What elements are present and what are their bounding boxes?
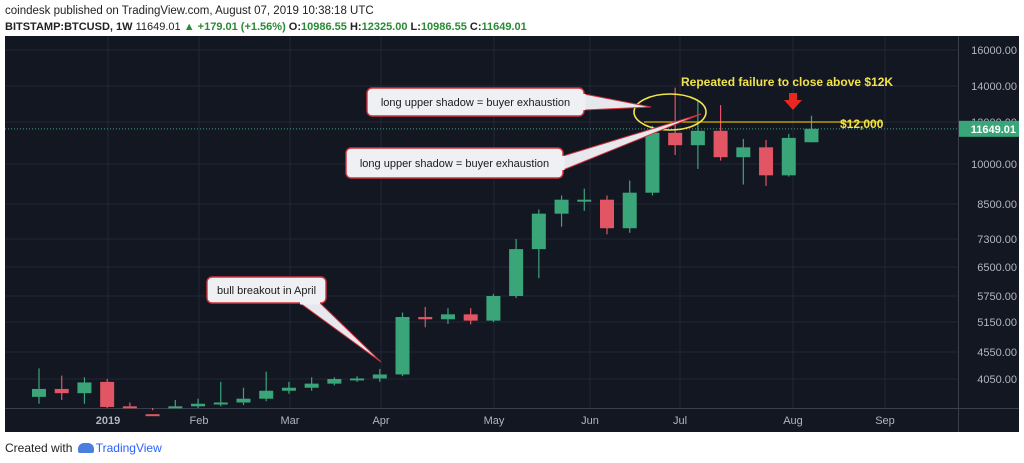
y-tick-label: 7300.00: [977, 234, 1017, 246]
last-price: 11649.01: [135, 21, 181, 33]
y-tick-label: 5150.00: [977, 317, 1017, 329]
candle-body: [236, 398, 251, 403]
time-axis-background: [5, 408, 1019, 432]
callout-breakout-box: [206, 276, 327, 304]
x-tick-label: May: [484, 415, 505, 427]
y-tick-label: 4050.00: [977, 374, 1017, 386]
y-tick-label: 14000.00: [971, 81, 1017, 93]
candle-body: [440, 314, 455, 320]
candle-body: [759, 147, 774, 176]
candle-body: [122, 406, 137, 409]
high-label: H:: [349, 21, 362, 33]
candle-body: [191, 403, 206, 407]
published-text: published on TradingView.com, August 07,…: [53, 5, 374, 17]
candle-body: [736, 147, 751, 158]
candle-body: [600, 199, 614, 229]
x-tick-label: Jun: [581, 415, 599, 427]
candle-body: [304, 383, 319, 388]
candle-body: [213, 402, 228, 405]
open-label: O:: [288, 21, 302, 33]
ohlc-row: BITSTAMP:BTCUSD, 1W 11649.01 ▲ +179.01 (…: [5, 20, 527, 35]
candle-body: [32, 388, 46, 397]
x-tick-label: 2019: [96, 415, 120, 427]
x-tick-label: Apr: [372, 415, 389, 427]
open-value: 10986.55: [301, 21, 347, 33]
candle-body: [509, 249, 524, 296]
candle-body: [372, 374, 387, 379]
candle-body: [781, 137, 796, 176]
close-label: C:: [469, 21, 482, 33]
callout-shadow-2-text: long upper shadow = buyer exhaustion: [360, 158, 549, 170]
y-tick-label: 16000.00: [971, 45, 1017, 57]
candle-body: [463, 314, 478, 321]
callout-breakout-text: bull breakout in April: [217, 285, 316, 297]
price-change: ▲ +179.01 (+1.56%): [183, 21, 286, 33]
publisher-name[interactable]: coindesk: [5, 5, 51, 17]
candle-body: [145, 414, 160, 417]
x-tick-label: Feb: [190, 415, 209, 427]
candle-body: [486, 296, 501, 321]
tradingview-link[interactable]: TradingView: [95, 441, 162, 455]
price-chart[interactable]: 16000.0014000.0012000.0010000.008500.007…: [0, 36, 1024, 433]
resistance-label: $12,000: [840, 117, 884, 131]
current-price-badge: [959, 120, 1019, 137]
candle-body: [713, 130, 728, 158]
candle-body: [622, 192, 637, 229]
y-tick-label: 5750.00: [977, 291, 1017, 303]
candle-body: [54, 388, 69, 394]
candle-body: [418, 317, 433, 320]
y-tick-label: 10000.00: [971, 159, 1017, 171]
low-label: L:: [410, 21, 421, 33]
candle-body: [395, 317, 410, 375]
y-tick-label: 6500.00: [977, 262, 1017, 274]
y-tick-label: 4550.00: [977, 347, 1017, 359]
callout-shadow-1-text: long upper shadow = buyer exhaustion: [381, 97, 570, 109]
current-price-label: 11649.01: [971, 124, 1016, 136]
candle-body: [327, 379, 342, 384]
x-tick-label: Mar: [281, 415, 300, 427]
chart-header: coindesk published on TradingView.com, A…: [5, 4, 527, 35]
candle-body: [350, 378, 365, 381]
high-value: 12325.00: [361, 21, 408, 33]
annotation-title: Repeated failure to close above $12K: [681, 75, 893, 89]
tradingview-logo-icon: [77, 443, 94, 453]
candle-body: [259, 390, 274, 399]
candle-body: [668, 132, 683, 146]
x-tick-label: Sep: [875, 415, 895, 427]
highlight-ellipse: [633, 93, 707, 131]
created-with-label: Created with: [5, 441, 73, 455]
footer: Created with TradingView: [5, 441, 162, 455]
candle-body: [100, 381, 115, 407]
candle-body: [531, 213, 546, 250]
x-tick-label: Aug: [783, 415, 803, 427]
candle-body: [281, 387, 296, 391]
price-axis-background: [958, 36, 1019, 408]
down-arrow-icon: [784, 93, 802, 110]
close-value: 11649.01: [481, 21, 527, 33]
symbol-label: BITSTAMP:BTCUSD, 1W: [5, 21, 133, 33]
candle-body: [577, 199, 592, 202]
candle-body: [168, 406, 183, 409]
candle-body: [645, 132, 660, 193]
candle-body: [804, 128, 819, 143]
candle-body: [77, 382, 92, 394]
candle-body: [690, 130, 705, 146]
x-tick-label: Jul: [673, 415, 687, 427]
low-value: 10986.55: [420, 21, 467, 33]
y-tick-label: 8500.00: [977, 199, 1017, 211]
candle-body: [554, 199, 569, 214]
